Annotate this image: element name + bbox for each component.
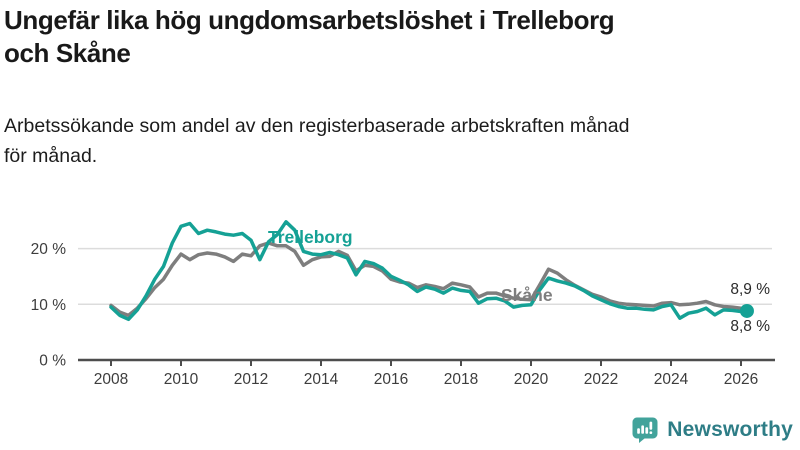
y-axis-label-20: 20 % (31, 241, 67, 258)
x-axis-label-2016: 2016 (374, 371, 408, 388)
y-axis-label-0: 0 % (39, 353, 66, 370)
x-axis-label-2012: 2012 (234, 371, 268, 388)
y-axis-label-10: 10 % (31, 297, 67, 314)
x-axis-label-2018: 2018 (444, 371, 478, 388)
end-value-skane: 8,9 % (730, 281, 770, 298)
chart-subtitle: Arbetssökande som andel av den registerb… (4, 111, 784, 171)
x-axis-label-2026: 2026 (724, 371, 758, 388)
chart-title: Ungefär lika hög ungdomsarbetslöshet i T… (4, 4, 784, 70)
newsworthy-icon (632, 417, 658, 443)
series-label-trelleborg: Trelleborg (268, 227, 353, 247)
series-line-skne (109, 241, 749, 318)
x-axis-label-2010: 2010 (164, 371, 199, 388)
end-value-trelleborg: 8,8 % (730, 318, 770, 335)
x-axis-label-2024: 2024 (654, 371, 689, 388)
x-axis-label-2022: 2022 (584, 371, 618, 388)
series-line-trelleborg (109, 220, 749, 322)
x-axis-label-2014: 2014 (304, 371, 339, 388)
x-axis-label-2020: 2020 (514, 371, 549, 388)
chart-title-line1: Ungefär lika hög ungdomsarbetslöshet i T… (4, 5, 615, 35)
newsworthy-wordmark: Newsworthy (667, 418, 793, 441)
series-label-skane: Skåne (501, 285, 553, 305)
newsworthy-logo[interactable]: Newsworthy (631, 416, 793, 444)
chart-subtitle-line1: Arbetssökande som andel av den registerb… (4, 115, 630, 137)
series-end-dot-trelleborg (739, 303, 754, 318)
chart-subtitle-line2: för månad. (4, 145, 98, 167)
x-axis-label-2008: 2008 (94, 371, 128, 388)
chart-title-line2: och Skåne (4, 38, 131, 68)
